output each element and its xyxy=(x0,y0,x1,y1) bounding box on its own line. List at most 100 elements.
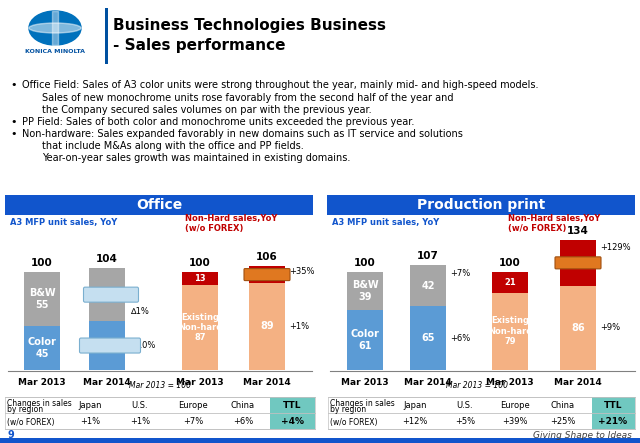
Text: ∆1%: ∆1% xyxy=(130,307,149,315)
Bar xyxy=(0,438,640,443)
Text: Non-Hard sales,YoY: Non-Hard sales,YoY xyxy=(508,214,600,222)
Text: 65: 65 xyxy=(421,333,435,343)
Text: PP Field: Sales of both color and monochrome units exceeded the previous year.: PP Field: Sales of both color and monoch… xyxy=(22,117,414,127)
Bar xyxy=(327,195,635,215)
Bar xyxy=(347,272,383,310)
Text: B&W
39: B&W 39 xyxy=(352,280,378,302)
Text: 100: 100 xyxy=(354,258,376,268)
Text: 54: 54 xyxy=(100,290,114,299)
Ellipse shape xyxy=(29,23,81,33)
Text: Non-Hard sales,YoY: Non-Hard sales,YoY xyxy=(185,214,277,222)
Text: (w/o FOREX): (w/o FOREX) xyxy=(508,224,566,233)
Bar xyxy=(592,397,635,429)
Bar xyxy=(105,8,108,64)
Text: Business Technologies Business: Business Technologies Business xyxy=(113,18,386,32)
Text: U.S.: U.S. xyxy=(457,401,474,411)
Text: China: China xyxy=(231,401,255,411)
Text: TTL: TTL xyxy=(283,400,301,409)
Text: +6%: +6% xyxy=(450,334,470,343)
Text: +39%: +39% xyxy=(502,417,528,427)
Bar xyxy=(560,240,596,286)
Text: 100: 100 xyxy=(31,258,53,268)
FancyBboxPatch shape xyxy=(79,338,141,353)
Bar xyxy=(5,195,313,215)
Text: Mar 2014: Mar 2014 xyxy=(243,378,291,387)
Text: +6%: +6% xyxy=(233,417,253,427)
Text: 100: 100 xyxy=(499,258,521,268)
Text: 2H YoY: +9%: 2H YoY: +9% xyxy=(87,290,135,299)
Text: 100: 100 xyxy=(189,258,211,268)
Text: 40ppm～: +15%: 40ppm～: +15% xyxy=(80,341,140,350)
Text: by region: by region xyxy=(7,405,43,415)
Bar xyxy=(492,293,528,370)
Text: Color
45: Color 45 xyxy=(28,337,56,359)
Text: +129%: +129% xyxy=(600,243,630,253)
Text: Changes in sales: Changes in sales xyxy=(330,399,395,408)
Text: 134: 134 xyxy=(567,226,589,236)
Text: KONICA MINOLTA: KONICA MINOLTA xyxy=(25,48,85,54)
Text: 50: 50 xyxy=(100,341,114,350)
Text: 89: 89 xyxy=(260,322,274,331)
Bar xyxy=(270,397,315,429)
Text: the Company secured sales volumes on par with the previous year.: the Company secured sales volumes on par… xyxy=(42,105,372,115)
Text: Mar 2014: Mar 2014 xyxy=(404,378,452,387)
Text: A3 MFP unit sales, YoY: A3 MFP unit sales, YoY xyxy=(332,218,439,226)
Bar xyxy=(492,272,528,293)
Text: Mar 2013: Mar 2013 xyxy=(341,378,389,387)
Text: 106: 106 xyxy=(256,252,278,262)
Text: +1%: +1% xyxy=(289,322,309,331)
Text: Mar 2014: Mar 2014 xyxy=(554,378,602,387)
Ellipse shape xyxy=(29,11,81,45)
Text: +35%: +35% xyxy=(289,267,314,276)
Bar xyxy=(249,266,285,283)
Bar xyxy=(24,326,60,370)
Text: Mar 2013: Mar 2013 xyxy=(486,378,534,387)
Text: Giving Shape to Ideas: Giving Shape to Ideas xyxy=(533,431,632,439)
Text: Mar 2014: Mar 2014 xyxy=(83,378,131,387)
Text: (w/o FOREX): (w/o FOREX) xyxy=(330,417,378,427)
Text: 42: 42 xyxy=(421,281,435,291)
Text: +7%: +7% xyxy=(183,417,203,427)
Text: 13: 13 xyxy=(194,274,206,283)
Text: +1%: +1% xyxy=(80,417,100,427)
Text: Color
61: Color 61 xyxy=(351,329,380,351)
Text: China: China xyxy=(551,401,575,411)
Text: 86: 86 xyxy=(571,323,585,333)
Text: +25%: +25% xyxy=(550,417,576,427)
Text: Office: Office xyxy=(136,198,182,212)
Text: Year-on-year sales growth was maintained in existing domains.: Year-on-year sales growth was maintained… xyxy=(42,153,350,163)
Bar xyxy=(52,11,58,45)
Text: +5%: +5% xyxy=(455,417,475,427)
Bar xyxy=(24,272,60,326)
Text: +9%: +9% xyxy=(600,323,620,332)
Text: Non-hardware: Sales expanded favorably in new domains such as IT service and sol: Non-hardware: Sales expanded favorably i… xyxy=(22,129,463,139)
Text: Production print: Production print xyxy=(417,198,545,212)
Bar xyxy=(5,397,315,429)
Text: 21: 21 xyxy=(504,278,516,287)
Text: +7%: +7% xyxy=(450,269,470,278)
Bar xyxy=(0,432,640,443)
Bar xyxy=(182,272,218,285)
Text: Sales of new monochrome units rose favorably from the second half of the year an: Sales of new monochrome units rose favor… xyxy=(42,93,454,103)
Text: +4%: +4% xyxy=(280,417,303,427)
Text: that include M&As along with the office and PP fields.: that include M&As along with the office … xyxy=(42,141,304,151)
Text: •: • xyxy=(10,129,17,139)
Bar xyxy=(410,265,446,307)
Text: (w/o FOREX): (w/o FOREX) xyxy=(7,417,54,427)
Text: TTL: TTL xyxy=(604,400,622,409)
Text: +1%: +1% xyxy=(130,417,150,427)
Text: Changes in sales: Changes in sales xyxy=(7,399,72,408)
Text: Japan: Japan xyxy=(78,401,102,411)
Text: New field: New field xyxy=(559,260,597,266)
Text: Mar 2013: Mar 2013 xyxy=(176,378,224,387)
Text: Existing
Non-hard
79: Existing Non-hard 79 xyxy=(488,316,532,346)
Text: Mar 2013 = 100: Mar 2013 = 100 xyxy=(446,381,508,389)
Text: +21%: +21% xyxy=(598,417,628,427)
Text: 107: 107 xyxy=(417,251,439,261)
Text: Office Field: Sales of A3 color units were strong throughout the year, mainly mi: Office Field: Sales of A3 color units we… xyxy=(22,80,538,90)
Text: 17: 17 xyxy=(260,270,274,280)
Text: Mar 2013: Mar 2013 xyxy=(18,378,66,387)
Text: +10%: +10% xyxy=(130,341,156,350)
Text: 9: 9 xyxy=(8,430,15,440)
Text: - Sales performance: - Sales performance xyxy=(113,38,285,53)
